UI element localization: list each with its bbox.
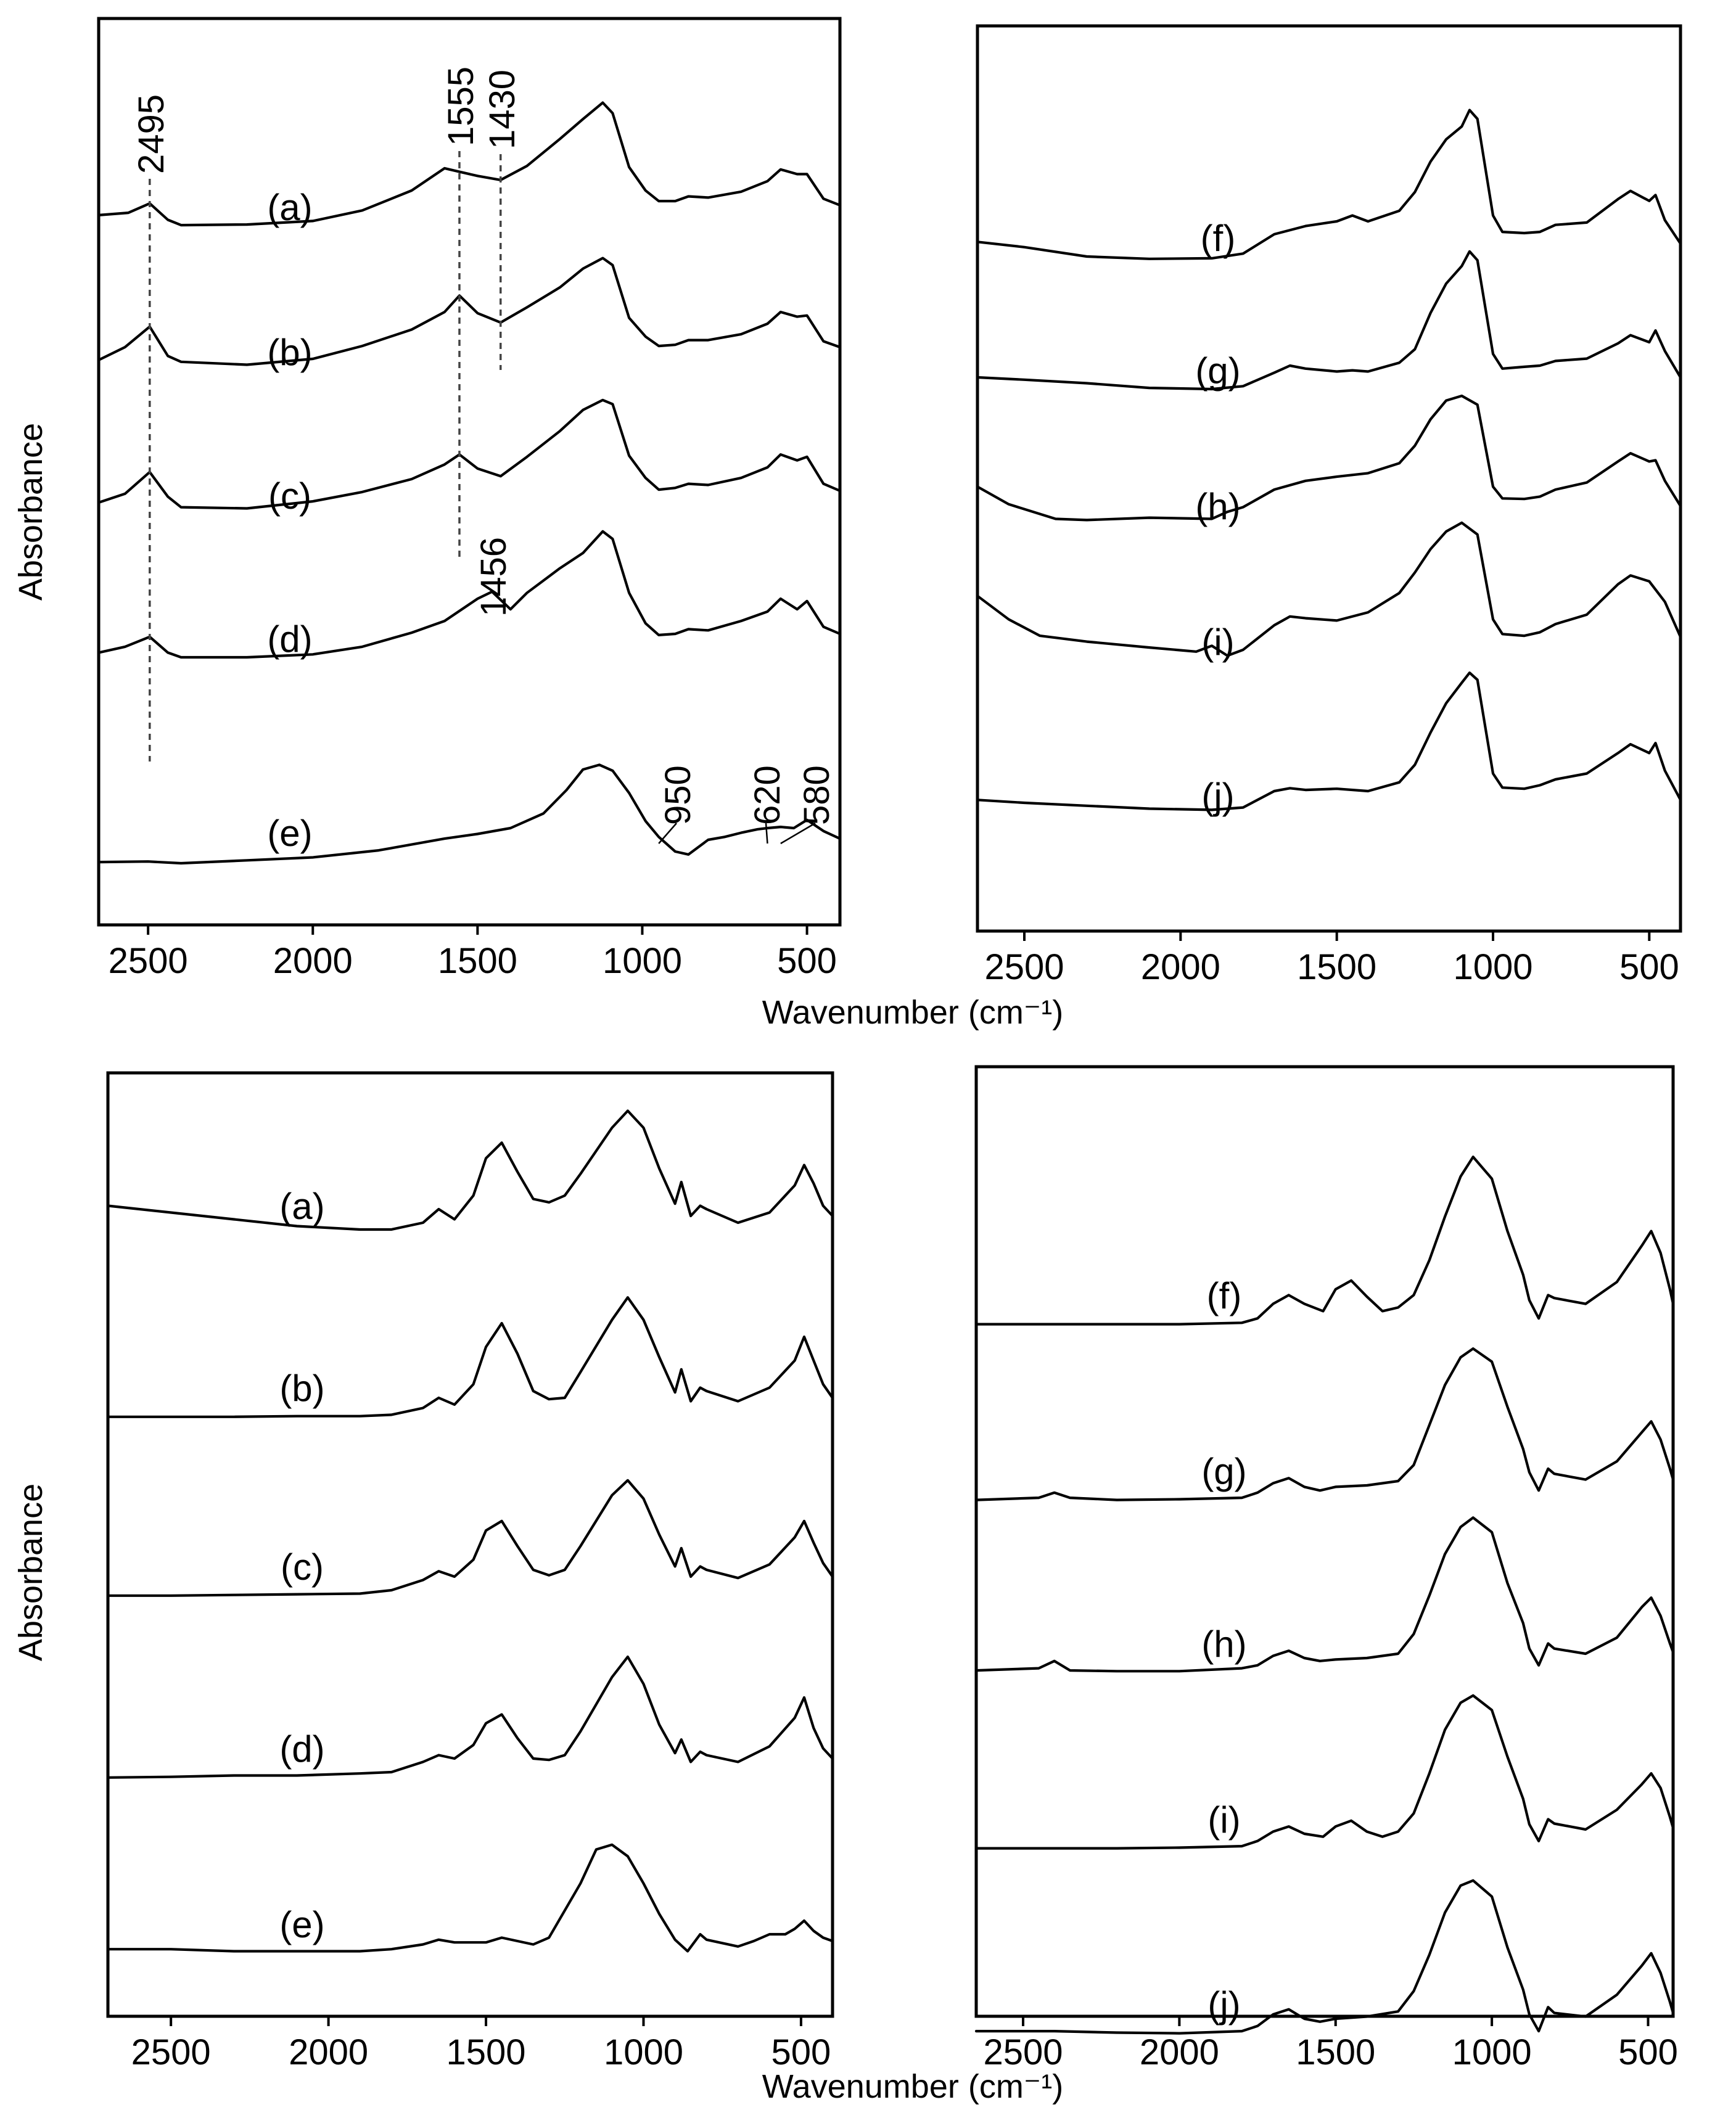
spectrum-f bbox=[976, 109, 1682, 260]
spectrum-f bbox=[974, 1156, 1675, 1326]
x-tick-label: 2500 bbox=[984, 947, 1064, 987]
peak-label: 620 bbox=[747, 765, 788, 825]
spectrum-label: (b) bbox=[279, 1368, 324, 1409]
spectrum-b bbox=[106, 1296, 834, 1418]
panel-bottom-left: 2500 2000 1500 1000 500 (a) (b) (c) (d) (e) bbox=[106, 1071, 834, 2072]
spectrum-a bbox=[97, 101, 842, 227]
panel-bottom-right: 2500 2000 1500 1000 500 (f) (g) (h) (i) (j) bbox=[974, 1065, 1678, 2072]
spectrum-label: (h) bbox=[1201, 1624, 1246, 1665]
spectrum-label: (f) bbox=[1201, 218, 1236, 259]
panel-top-right: 2500 2000 1500 1000 500 (f) (g) (h) (i) (j) bbox=[976, 24, 1682, 987]
plot-frame bbox=[106, 1071, 834, 2018]
spectrum-j bbox=[976, 671, 1682, 811]
spectrum-d bbox=[97, 530, 842, 659]
spectrum-label: (b) bbox=[267, 332, 312, 373]
spectrum-label: (g) bbox=[1195, 350, 1240, 392]
spectrum-c bbox=[106, 1479, 834, 1597]
x-tick-label: 2000 bbox=[273, 941, 353, 981]
x-tick-label: 500 bbox=[777, 941, 837, 981]
spectrum-label: (i) bbox=[1207, 1799, 1240, 1841]
x-tick-label: 500 bbox=[1618, 2032, 1678, 2072]
x-tick-label: 1500 bbox=[446, 2032, 526, 2072]
spectrum-label: (j) bbox=[1207, 1984, 1240, 2026]
x-tick-label: 2000 bbox=[289, 2032, 368, 2072]
spectrum-label: (g) bbox=[1201, 1451, 1246, 1492]
x-tick-label: 1000 bbox=[1453, 947, 1532, 987]
spectrum-label: (a) bbox=[267, 187, 312, 228]
x-tick-label: 2000 bbox=[1141, 947, 1220, 987]
spectrum-e bbox=[106, 1843, 834, 1953]
x-axis-label-top: Wavenumber (cm⁻¹) bbox=[762, 994, 1064, 1031]
spectrum-h bbox=[976, 394, 1682, 522]
marker-label: 1430 bbox=[482, 70, 522, 149]
spectrum-label: (j) bbox=[1201, 776, 1234, 817]
x-tick-label: 2000 bbox=[1140, 2032, 1219, 2072]
x-tick-label: 1000 bbox=[604, 2032, 683, 2072]
panel-top-left: 2500 2000 1500 1000 500 (a) (b) (c) (d) (e) 2495 15… bbox=[97, 17, 842, 981]
spectrum-d bbox=[106, 1655, 834, 1779]
spectrum-label: (d) bbox=[279, 1728, 324, 1770]
peak-label: 950 bbox=[658, 765, 698, 825]
spectrum-label: (c) bbox=[268, 475, 311, 517]
spectrum-c bbox=[97, 398, 842, 510]
spectrum-label: (e) bbox=[279, 1904, 324, 1945]
spectrum-j bbox=[974, 1879, 1675, 2035]
x-tick-label: 2500 bbox=[131, 2032, 211, 2072]
spectrum-label: (i) bbox=[1201, 622, 1234, 663]
spectrum-label: (f) bbox=[1207, 1275, 1242, 1316]
spectrum-g bbox=[976, 250, 1682, 391]
peak-label: 580 bbox=[797, 765, 837, 825]
spectrum-i bbox=[974, 1694, 1675, 1850]
annotations: 2495 1555 1430 1456 950 620 580 bbox=[131, 67, 837, 845]
peak-leader bbox=[658, 823, 677, 844]
spectrum-label: (c) bbox=[281, 1546, 324, 1588]
x-tick-label: 1500 bbox=[1297, 947, 1376, 987]
x-tick-label: 2500 bbox=[983, 2032, 1063, 2072]
spectrum-label: (e) bbox=[267, 813, 312, 854]
x-tick-label: 1000 bbox=[1452, 2032, 1532, 2072]
x-axis-label-bottom: Wavenumber (cm⁻¹) bbox=[762, 2068, 1064, 2105]
spectrum-a bbox=[106, 1109, 834, 1231]
x-tick-label: 2500 bbox=[109, 941, 188, 981]
spectrum-label: (a) bbox=[279, 1186, 324, 1227]
plot-frame bbox=[974, 1065, 1675, 2018]
panels: 2500 2000 1500 1000 500 (a) (b) (c) (d) (e) 2495 15… bbox=[97, 17, 1682, 2072]
peak-leader bbox=[780, 822, 816, 845]
plot-frame bbox=[97, 17, 842, 927]
peak-leader bbox=[765, 823, 768, 844]
marker-label: 2495 bbox=[131, 94, 171, 174]
marker-label: 1555 bbox=[441, 67, 481, 146]
x-tick-label: 1000 bbox=[603, 941, 682, 981]
spectrum-e bbox=[97, 763, 842, 865]
x-tick-label: 500 bbox=[771, 2032, 831, 2072]
spectrum-i bbox=[976, 521, 1682, 657]
y-axis-label-bottom: Absorbance bbox=[12, 1484, 49, 1661]
spectrum-h bbox=[974, 1516, 1675, 1673]
spectrum-label: (d) bbox=[267, 618, 312, 660]
y-axis-label-top: Absorbance bbox=[12, 423, 49, 601]
peak-label: 1456 bbox=[474, 537, 514, 617]
x-tick-label: 500 bbox=[1619, 947, 1679, 987]
spectrum-b bbox=[97, 257, 842, 366]
x-tick-label: 1500 bbox=[1296, 2032, 1375, 2072]
plot-frame bbox=[976, 24, 1682, 933]
spectrum-g bbox=[974, 1347, 1675, 1501]
spectrum-label: (h) bbox=[1195, 486, 1240, 527]
x-tick-label: 1500 bbox=[438, 941, 517, 981]
